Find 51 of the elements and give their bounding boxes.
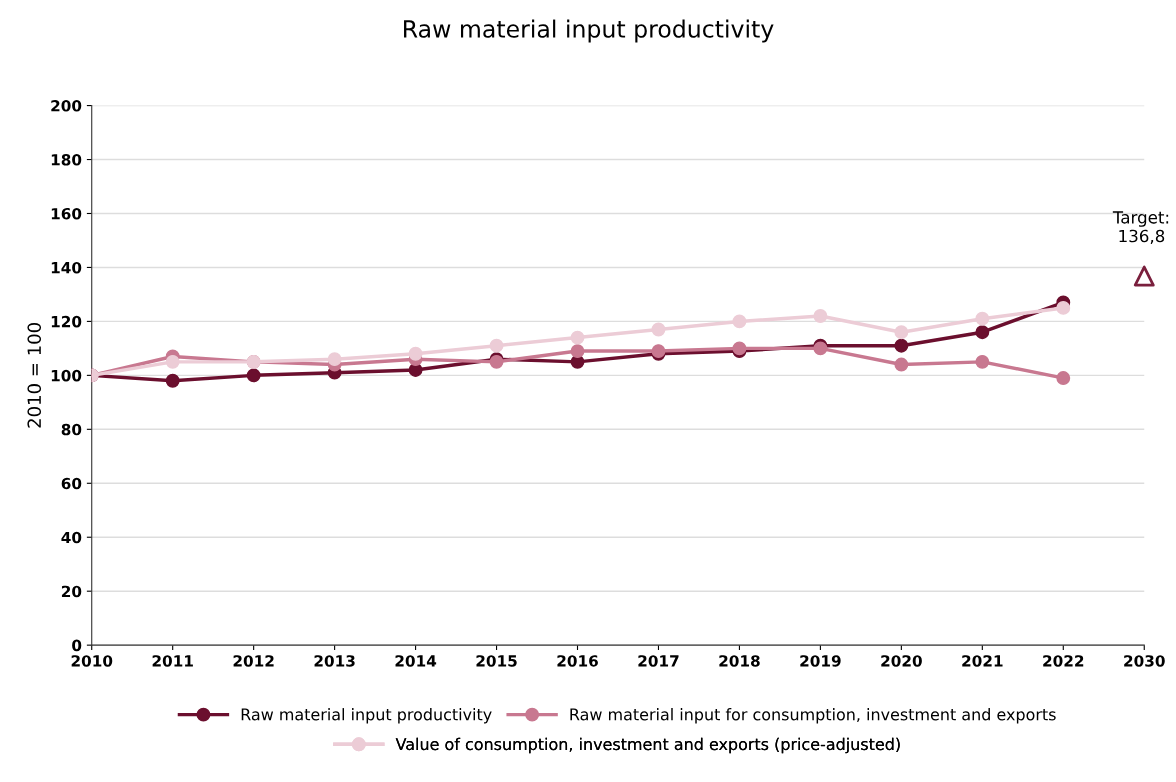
- point: [165, 373, 180, 388]
- point: [813, 309, 828, 323]
- x-tick-label: 2022: [1043, 655, 1084, 667]
- point: [1056, 371, 1071, 386]
- point: [1133, 265, 1155, 287]
- point: [570, 344, 585, 359]
- x-tick-label: 2016: [557, 655, 598, 667]
- point: [570, 330, 585, 345]
- annotation: Target: 136,8: [1112, 211, 1169, 244]
- point: [246, 368, 261, 383]
- y-tick-label: 60: [61, 477, 82, 490]
- legend-label: Raw material input productivity: [241, 708, 492, 724]
- point: [894, 325, 909, 340]
- point: [651, 322, 666, 337]
- y-tick-label: 100: [51, 369, 82, 382]
- y-tick-label: 180: [51, 153, 82, 166]
- point: [489, 338, 504, 353]
- point: [327, 352, 342, 367]
- point: [1056, 300, 1071, 315]
- legend-label: Raw material input for consumption, investment and exports: [570, 708, 1056, 724]
- y-tick-label: 120: [51, 315, 82, 328]
- y-tick-label: 200: [51, 100, 82, 112]
- point: [975, 311, 990, 326]
- point: [165, 354, 180, 369]
- x-tick-label: 2010: [71, 655, 113, 667]
- x-tick-label: 2013: [314, 655, 355, 667]
- y-tick-label: 140: [51, 261, 82, 274]
- y-tick-label: 0: [72, 639, 82, 652]
- x-tick-label: 2017: [638, 655, 679, 667]
- point: [975, 354, 990, 369]
- point: [975, 325, 990, 340]
- point: [894, 338, 909, 353]
- y-axis-title: 2010 = 100: [27, 323, 42, 428]
- point: [408, 346, 423, 361]
- legend-label: Value of consumption, investment and exports (price-adjusted): [395, 737, 900, 754]
- y-tick-label: 160: [51, 207, 82, 220]
- point: [732, 314, 747, 329]
- x-tick-label: 2021: [962, 655, 1003, 667]
- x-tick-label: 2014: [395, 655, 437, 667]
- x-tick-label: 2018: [719, 655, 760, 667]
- point: [894, 357, 909, 372]
- x-tick-label: 2011: [152, 655, 193, 667]
- y-tick-label: 20: [61, 585, 82, 598]
- x-tick-label: 2020: [881, 655, 922, 667]
- x-tick-label: 2012: [233, 655, 274, 667]
- y-tick-label: 80: [61, 423, 82, 436]
- x-tick-label: 2019: [800, 655, 841, 667]
- chart-title: Raw material input productivity: [404, 19, 774, 43]
- x-tick-label: 2030: [1124, 655, 1165, 667]
- y-tick-label: 40: [61, 531, 82, 544]
- x-tick-label: 2015: [476, 655, 517, 667]
